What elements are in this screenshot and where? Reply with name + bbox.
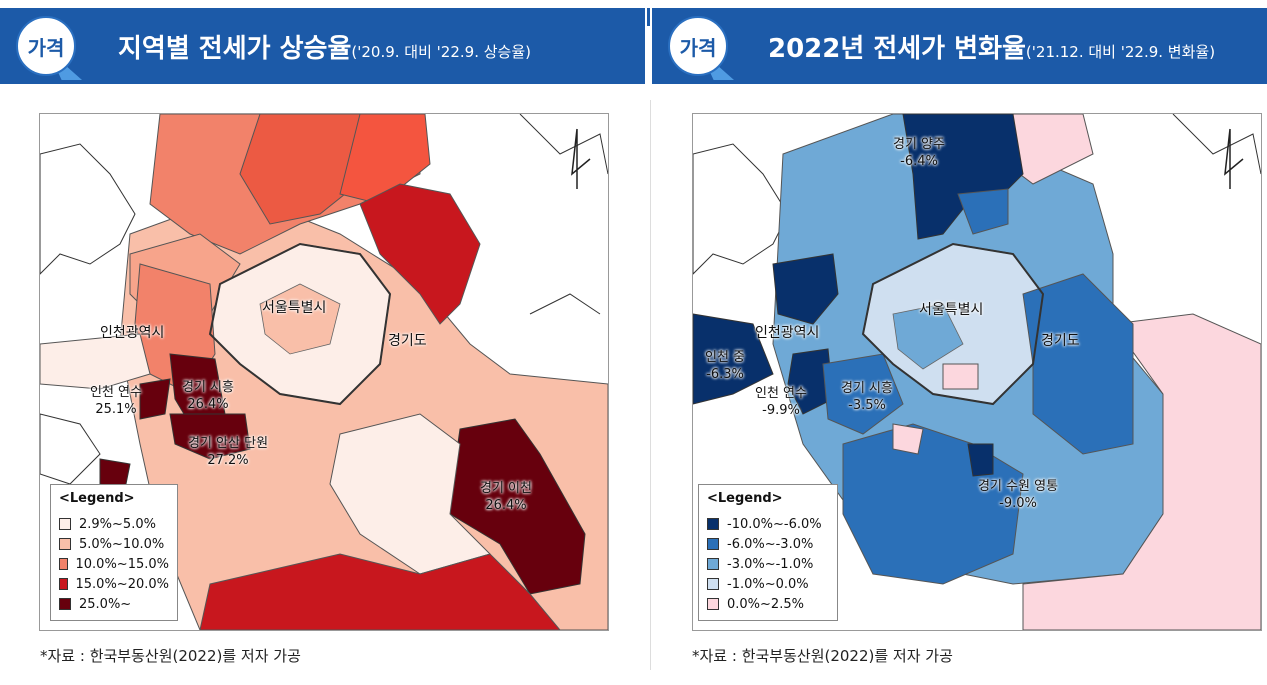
legend-item: -3.0%~-1.0% (707, 554, 829, 574)
right-yeonsu-name: 인천 연수 (755, 386, 807, 401)
right-label-seoul: 서울특별시 (919, 302, 984, 318)
left-label-yeonsu: 인천 연수 25.1% (90, 384, 142, 418)
right-title: 2022년 전세가 변화율('21.12. 대비 '22.9. 변화율) (768, 28, 1215, 65)
left-siheung-value: 26.4% (187, 397, 229, 412)
legend-item: 25.0%~ (59, 594, 169, 614)
left-subtitle: ('20.9. 대비 '22.9. 상승율) (351, 43, 531, 61)
left-label-seoul: 서울특별시 (262, 300, 327, 316)
right-label-yeonsu: 인천 연수 -9.9% (755, 385, 807, 419)
right-label-jung: 인천 중 -6.3% (705, 349, 745, 383)
right-suwon-value: -9.0% (999, 496, 1037, 511)
left-label-gyeonggi: 경기도 (388, 333, 427, 349)
right-badge-label: 가격 (668, 16, 728, 76)
legend-swatch (707, 578, 719, 590)
left-header-bar (0, 8, 645, 84)
right-yangju-value: -6.4% (900, 154, 938, 169)
right-label-gyeonggi: 경기도 (1041, 333, 1080, 349)
right-label-suwon: 경기 수원 영통 -9.0% (978, 478, 1058, 512)
legend-swatch (59, 518, 71, 530)
legend-swatch (59, 578, 68, 590)
left-yeonsu-value: 25.1% (95, 402, 137, 417)
left-label-icheon: 경기 이천 26.4% (480, 480, 532, 514)
left-label-siheung: 경기 시흥 26.4% (182, 379, 234, 413)
legend-item: -6.0%~-3.0% (707, 534, 829, 554)
legend-label: -1.0%~0.0% (727, 576, 809, 592)
right-label-yangju: 경기 양주 -6.4% (893, 136, 945, 170)
left-badge-label: 가격 (16, 16, 76, 76)
left-label-incheon: 인천광역시 (100, 325, 165, 341)
left-ansan-name: 경기 안산 단원 (188, 436, 269, 451)
legend-label: -6.0%~-3.0% (727, 536, 814, 552)
legend-label: -10.0%~-6.0% (727, 516, 822, 532)
left-legend: <Legend> 2.9%~5.0% 5.0%~10.0% 10.0%~15.0… (50, 484, 178, 621)
left-ansan-value: 27.2% (207, 453, 249, 468)
left-price-badge: 가격 (10, 16, 82, 80)
right-price-badge: 가격 (662, 16, 734, 80)
right-legend: <Legend> -10.0%~-6.0% -6.0%~-3.0% -3.0%~… (698, 484, 838, 621)
left-siheung-name: 경기 시흥 (182, 380, 234, 395)
legend-label: 5.0%~10.0% (79, 536, 165, 552)
legend-swatch (707, 518, 719, 530)
legend-swatch (59, 538, 71, 550)
legend-item: -1.0%~0.0% (707, 574, 829, 594)
legend-label: 0.0%~2.5% (727, 596, 804, 612)
legend-label: 25.0%~ (79, 596, 132, 612)
left-legend-title: <Legend> (59, 491, 135, 506)
left-yeonsu-name: 인천 연수 (90, 385, 142, 400)
legend-item: 2.9%~5.0% (59, 514, 169, 534)
legend-label: -3.0%~-1.0% (727, 556, 814, 572)
left-choropleth-map: 서울특별시 경기도 인천광역시 인천 연수 25.1% 경기 시흥 26.4% … (39, 113, 609, 631)
left-source-note: *자료 : 한국부동산원(2022)를 저자 가공 (40, 647, 301, 665)
right-jung-name: 인천 중 (705, 350, 746, 365)
left-title: 지역별 전세가 상승율('20.9. 대비 '22.9. 상승율) (118, 28, 531, 65)
panel-divider (650, 100, 651, 670)
legend-swatch (707, 538, 719, 550)
right-legend-title: <Legend> (707, 491, 783, 506)
legend-item: 15.0%~20.0% (59, 574, 169, 594)
legend-swatch (707, 558, 719, 570)
legend-label: 10.0%~15.0% (75, 556, 170, 572)
north-arrow-icon (571, 128, 591, 189)
left-title-text: 지역별 전세가 상승율 (118, 34, 352, 64)
right-choropleth-map: 서울특별시 경기도 인천광역시 경기 양주 -6.4% 인천 중 -6.3% 인… (692, 113, 1262, 631)
legend-swatch (707, 598, 719, 610)
right-map-svg (693, 114, 1261, 630)
left-icheon-name: 경기 이천 (480, 481, 532, 496)
right-yeonsu-value: -9.9% (762, 403, 800, 418)
legend-label: 2.9%~5.0% (79, 516, 156, 532)
right-yangju-name: 경기 양주 (893, 137, 945, 152)
left-icheon-value: 26.4% (485, 498, 527, 513)
right-source-note: *자료 : 한국부동산원(2022)를 저자 가공 (692, 647, 953, 665)
right-subtitle: ('21.12. 대비 '22.9. 변화율) (1025, 43, 1216, 61)
legend-swatch (59, 598, 71, 610)
legend-item: 5.0%~10.0% (59, 534, 169, 554)
legend-item: -10.0%~-6.0% (707, 514, 829, 534)
header-divider (647, 8, 650, 26)
north-arrow-icon (1224, 128, 1244, 189)
right-label-incheon: 인천광역시 (755, 325, 820, 341)
left-label-ansan: 경기 안산 단원 27.2% (188, 435, 268, 469)
legend-swatch (59, 558, 68, 570)
right-suwon-name: 경기 수원 영통 (978, 479, 1059, 494)
legend-item: 0.0%~2.5% (707, 594, 829, 614)
right-header-bar (652, 8, 1267, 84)
legend-label: 15.0%~20.0% (75, 576, 170, 592)
right-siheung-value: -3.5% (848, 398, 886, 413)
legend-item: 10.0%~15.0% (59, 554, 169, 574)
right-title-text: 2022년 전세가 변화율 (768, 34, 1026, 64)
right-jung-value: -6.3% (706, 367, 744, 382)
right-siheung-name: 경기 시흥 (841, 381, 893, 396)
right-label-siheung: 경기 시흥 -3.5% (841, 380, 893, 414)
